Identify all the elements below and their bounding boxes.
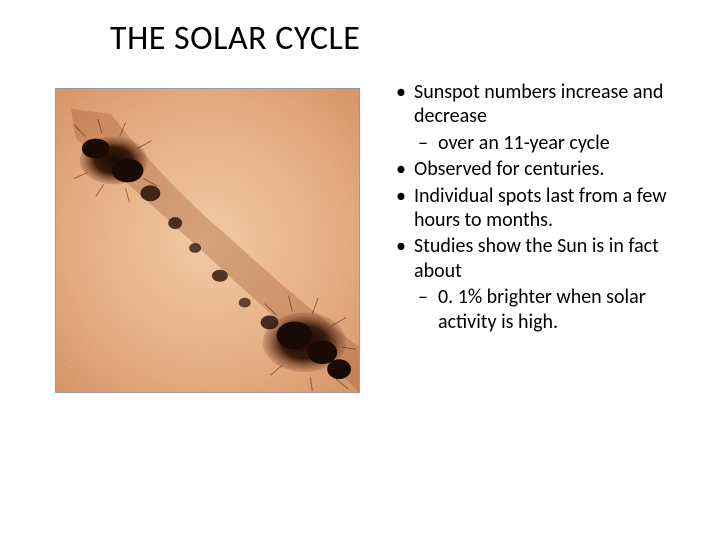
sunspot-image — [55, 88, 360, 393]
list-item: Studies show the Sun is in fact about — [390, 234, 700, 283]
slide-title: THE SOLAR CYCLE — [110, 18, 360, 59]
list-sub-item: 0. 1% brighter when solar activity is hi… — [390, 285, 700, 334]
bullet-list: Sunspot numbers increase and decrease ov… — [390, 80, 700, 336]
list-item: Sunspot numbers increase and decrease — [390, 80, 700, 129]
list-item: Individual spots last from a few hours t… — [390, 184, 700, 233]
sunspot-svg — [56, 89, 359, 392]
list-item: Observed for centuries. — [390, 157, 700, 181]
list-sub-item: over an 11-year cycle — [390, 131, 700, 155]
